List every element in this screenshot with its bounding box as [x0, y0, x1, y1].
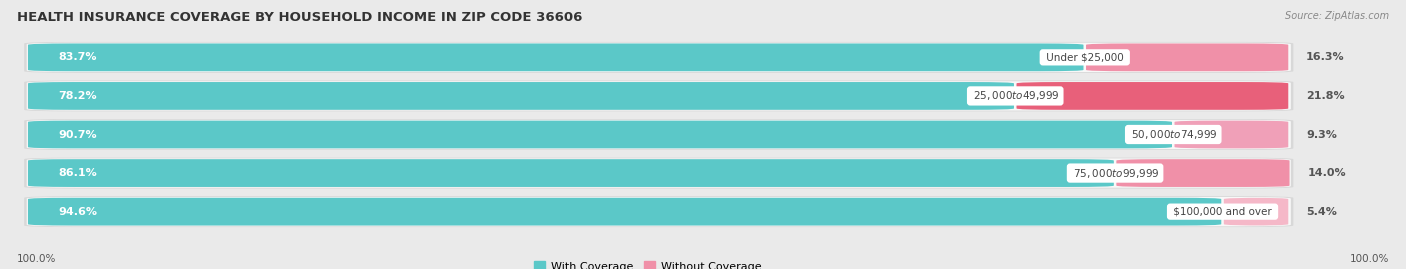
FancyBboxPatch shape — [27, 120, 1291, 149]
FancyBboxPatch shape — [27, 43, 1291, 72]
Text: 78.2%: 78.2% — [58, 91, 97, 101]
FancyBboxPatch shape — [27, 197, 1291, 226]
Text: 16.3%: 16.3% — [1306, 52, 1344, 62]
Text: 21.8%: 21.8% — [1306, 91, 1344, 101]
FancyBboxPatch shape — [24, 80, 1294, 111]
Text: HEALTH INSURANCE COVERAGE BY HOUSEHOLD INCOME IN ZIP CODE 36606: HEALTH INSURANCE COVERAGE BY HOUSEHOLD I… — [17, 11, 582, 24]
FancyBboxPatch shape — [28, 82, 1014, 110]
FancyBboxPatch shape — [27, 81, 1291, 111]
FancyBboxPatch shape — [24, 119, 1294, 150]
FancyBboxPatch shape — [1223, 198, 1288, 225]
Legend: With Coverage, Without Coverage: With Coverage, Without Coverage — [530, 257, 766, 269]
FancyBboxPatch shape — [24, 196, 1294, 227]
Text: Source: ZipAtlas.com: Source: ZipAtlas.com — [1285, 11, 1389, 21]
Text: 86.1%: 86.1% — [58, 168, 97, 178]
Text: Under $25,000: Under $25,000 — [1043, 52, 1126, 62]
Text: 14.0%: 14.0% — [1308, 168, 1346, 178]
Text: $50,000 to $74,999: $50,000 to $74,999 — [1128, 128, 1219, 141]
Text: 94.6%: 94.6% — [58, 207, 97, 217]
Text: 5.4%: 5.4% — [1306, 207, 1337, 217]
Text: 100.0%: 100.0% — [1350, 254, 1389, 264]
Text: $100,000 and over: $100,000 and over — [1170, 207, 1275, 217]
FancyBboxPatch shape — [24, 42, 1294, 73]
Text: 9.3%: 9.3% — [1306, 129, 1337, 140]
Text: 100.0%: 100.0% — [17, 254, 56, 264]
FancyBboxPatch shape — [1174, 121, 1288, 148]
FancyBboxPatch shape — [28, 159, 1114, 187]
Text: $25,000 to $49,999: $25,000 to $49,999 — [970, 89, 1060, 102]
FancyBboxPatch shape — [1116, 159, 1289, 187]
FancyBboxPatch shape — [28, 198, 1222, 225]
FancyBboxPatch shape — [1017, 82, 1288, 110]
FancyBboxPatch shape — [28, 44, 1084, 71]
Text: 83.7%: 83.7% — [58, 52, 97, 62]
Text: $75,000 to $99,999: $75,000 to $99,999 — [1070, 167, 1160, 180]
FancyBboxPatch shape — [28, 121, 1173, 148]
Text: 90.7%: 90.7% — [58, 129, 97, 140]
FancyBboxPatch shape — [1085, 44, 1288, 71]
FancyBboxPatch shape — [27, 158, 1291, 188]
FancyBboxPatch shape — [24, 158, 1294, 189]
